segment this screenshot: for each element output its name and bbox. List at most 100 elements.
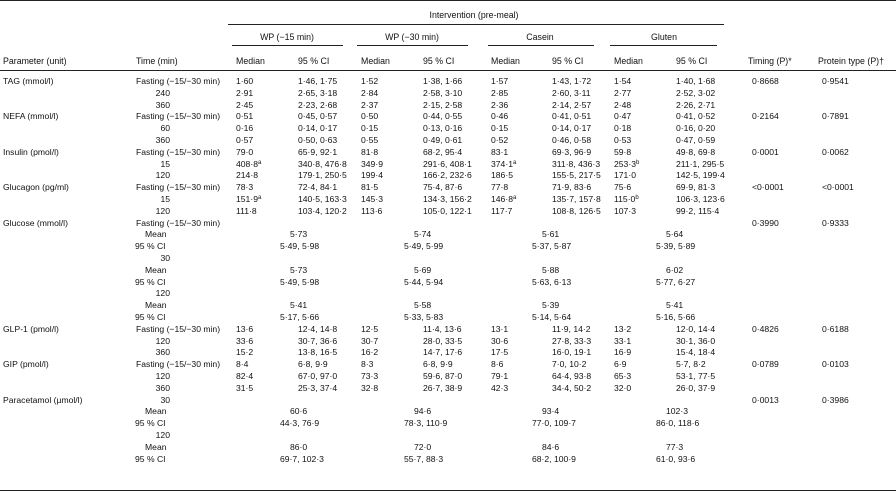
median-value: 115·0b <box>614 194 639 204</box>
parameter-label: NEFA (mmol/l) <box>3 111 59 122</box>
group-rule-wp30 <box>357 45 468 46</box>
median-value: 82·4 <box>236 371 254 381</box>
median-value: 0·57 <box>236 135 254 145</box>
parameter-label: Insulin (pmol/l) <box>3 146 59 157</box>
ci-value: 30·7, 36·6 <box>298 335 338 346</box>
ci-value: 64·4, 93·8 <box>552 371 592 381</box>
median-value: 146·8a <box>491 194 517 204</box>
median-value: 16·2 <box>361 347 379 358</box>
group-mean-value: 5·41 <box>290 300 308 311</box>
median-value: 75·6 <box>614 182 632 193</box>
median-value: 107·3 <box>614 205 636 216</box>
median-value: 117·7 <box>491 205 513 216</box>
ci-value: 166·2, 232·6 <box>423 170 472 181</box>
median-value: 0·16 <box>236 123 254 134</box>
group-ci-value: 69·7, 102·3 <box>280 453 324 464</box>
protein-type-p-heading: Protein type (P)† <box>818 56 885 66</box>
median-value: 79·1 <box>491 371 509 381</box>
group-ci-value: 5·63, 6·13 <box>532 276 572 287</box>
ci-value: 1·40, 1·68 <box>676 76 716 86</box>
group-mean-value: 5·74 <box>414 229 432 240</box>
timing-p-value: 0·3990 <box>752 217 779 228</box>
ci-value: 2·23, 2·68 <box>298 99 338 110</box>
median-value: 171·0 <box>614 170 636 181</box>
ci-value: 49·8, 69·8 <box>676 146 716 157</box>
time-label: Fasting (−15/−30 min) <box>136 111 221 122</box>
ci-value: 7·0, 10·2 <box>552 359 587 370</box>
ci-value: 5·7, 8·2 <box>676 359 706 370</box>
time-label: 120 <box>155 205 170 216</box>
time-label: 360 <box>155 99 170 110</box>
ci-value: 65·9, 92·1 <box>298 146 338 157</box>
group-heading-casein: Casein <box>526 32 554 42</box>
intervention-heading: Intervention (pre-meal) <box>429 10 519 20</box>
median-value: 2·37 <box>361 99 379 110</box>
median-value: 0·52 <box>491 135 509 145</box>
time-label: Fasting (−15/−30 min) <box>136 76 221 86</box>
time-label: 15 <box>160 158 170 169</box>
time-label: 15 <box>160 194 170 204</box>
ci-value: 0·50, 0·63 <box>298 135 338 145</box>
parameter-label: Glucagon (pg/ml) <box>3 182 69 193</box>
ci-value: 72·4, 84·1 <box>298 182 338 193</box>
median-value: 374·1a <box>491 158 517 169</box>
median-value: 32·8 <box>361 382 379 393</box>
ci-row-label: 95 % CI <box>135 453 166 464</box>
median-value: 2·48 <box>614 99 632 110</box>
ci-row-label: 95 % CI <box>135 276 166 287</box>
median-value: 59·8 <box>614 146 632 157</box>
ci-value: 142·5, 199·4 <box>676 170 725 181</box>
time-label: 240 <box>155 87 170 98</box>
time-label: 360 <box>155 347 170 358</box>
time-label: Fasting (−15/−30 min) <box>136 146 221 157</box>
protein-type-p-value: 0·0062 <box>822 146 849 157</box>
ci-value: 0·41, 0·51 <box>552 111 592 122</box>
median-value: 0·46 <box>491 111 509 122</box>
ci-value: 69·3, 96·9 <box>552 146 592 157</box>
median-value: 8·6 <box>491 359 504 370</box>
median-value: 12·5 <box>361 323 379 334</box>
ci-value: 105·0, 122·1 <box>423 205 472 216</box>
median-value: 0·18 <box>614 123 632 134</box>
ci-value: 11·9, 14·2 <box>552 323 591 334</box>
ci-value: 26·0, 37·9 <box>676 382 716 393</box>
group-ci-value: 55·7, 88·3 <box>404 453 444 464</box>
median-value: 199·4 <box>361 170 383 181</box>
median-value: 65·3 <box>614 371 632 381</box>
group-mean-value: 77·3 <box>666 441 684 452</box>
top-rule <box>0 0 896 1</box>
ci-value: 0·13, 0·16 <box>423 123 463 134</box>
group-mean-value: 6·02 <box>666 264 684 275</box>
mean-row-label: Mean <box>145 441 167 452</box>
parameter-label: Paracetamol (µmol/l) <box>3 394 83 405</box>
ci-value: 69·9, 81·3 <box>676 182 716 193</box>
median-value: 0·50 <box>361 111 379 122</box>
median-value: 17·5 <box>491 347 509 358</box>
ci-value: 15·4, 18·4 <box>676 347 716 358</box>
group-ci-value: 5·16, 5·66 <box>656 312 696 322</box>
ci-value: 6·8, 9·9 <box>423 359 453 370</box>
ci-value: 67·0, 97·0 <box>298 371 338 381</box>
parameter-label: GLP-1 (pmol/l) <box>3 323 59 334</box>
median-value: 6·9 <box>614 359 627 370</box>
time-label: 120 <box>155 430 170 440</box>
time-label: Fasting (−15/−30 min) <box>136 359 221 370</box>
time-label: 120 <box>155 170 170 181</box>
significance-superscript: a <box>512 195 517 201</box>
ci-row-label: 95 % CI <box>135 241 166 252</box>
ci-value: 106·3, 123·6 <box>676 194 725 204</box>
median-value: 31·5 <box>236 382 254 393</box>
median-value: 30·6 <box>491 335 509 346</box>
ci-value: 0·46, 0·58 <box>552 135 592 145</box>
median-value: 2·36 <box>491 99 509 110</box>
median-heading-2: Median <box>361 56 390 66</box>
time-label: 120 <box>155 288 170 299</box>
mean-row-label: Mean <box>145 229 167 240</box>
median-value: 16·9 <box>614 347 632 358</box>
group-ci-value: 5·14, 5·64 <box>532 312 572 322</box>
significance-superscript: b <box>635 159 640 166</box>
group-ci-value: 77·0, 109·7 <box>532 418 576 429</box>
median-value: 0·47 <box>614 111 632 122</box>
median-value: 83·1 <box>491 146 509 157</box>
